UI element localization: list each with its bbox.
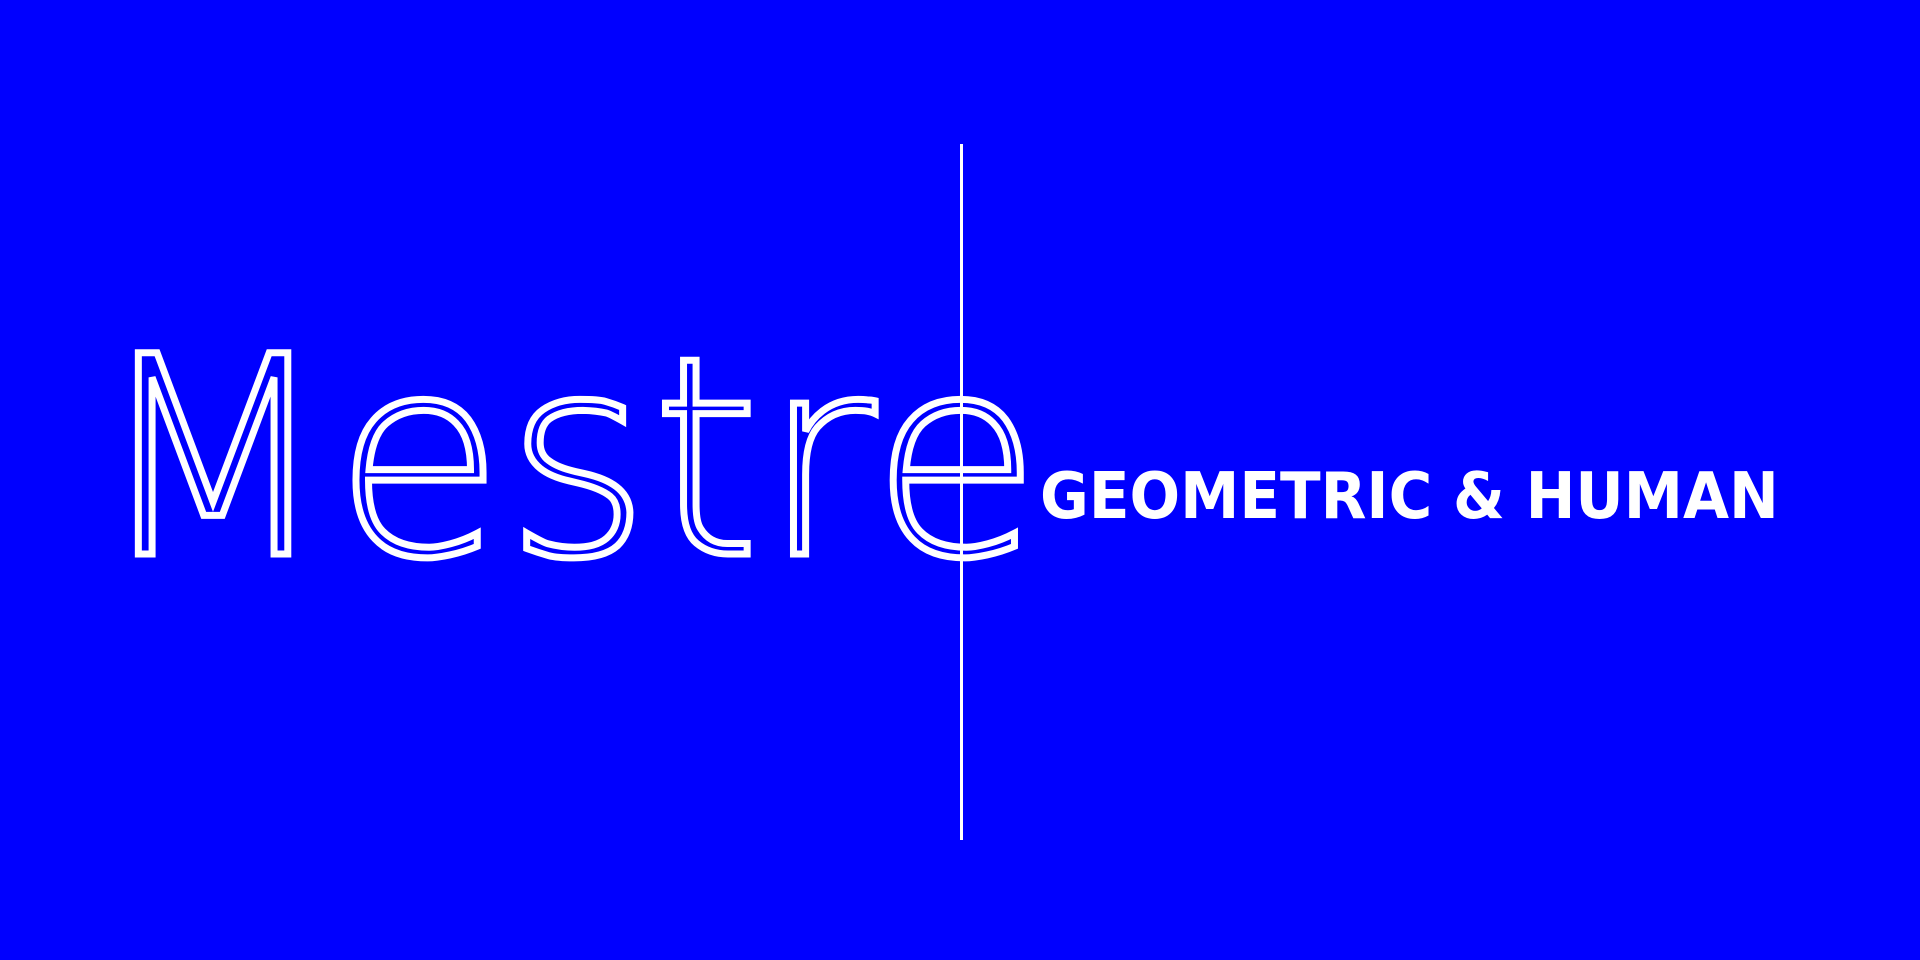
vertical-divider — [960, 144, 963, 840]
tagline: GEOMETRIC & HUMAN — [1040, 460, 1779, 534]
wordmark-title: Mestre — [91, 299, 1045, 620]
